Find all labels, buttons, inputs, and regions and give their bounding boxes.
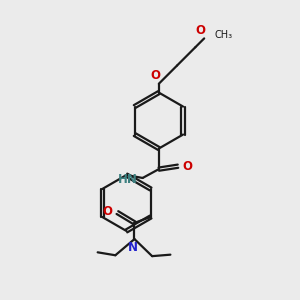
Text: O: O bbox=[196, 24, 206, 37]
Text: O: O bbox=[182, 160, 192, 173]
Text: CH₃: CH₃ bbox=[214, 30, 232, 40]
Text: O: O bbox=[102, 205, 112, 218]
Text: HN: HN bbox=[118, 173, 138, 186]
Text: N: N bbox=[128, 241, 138, 254]
Text: O: O bbox=[150, 69, 160, 82]
